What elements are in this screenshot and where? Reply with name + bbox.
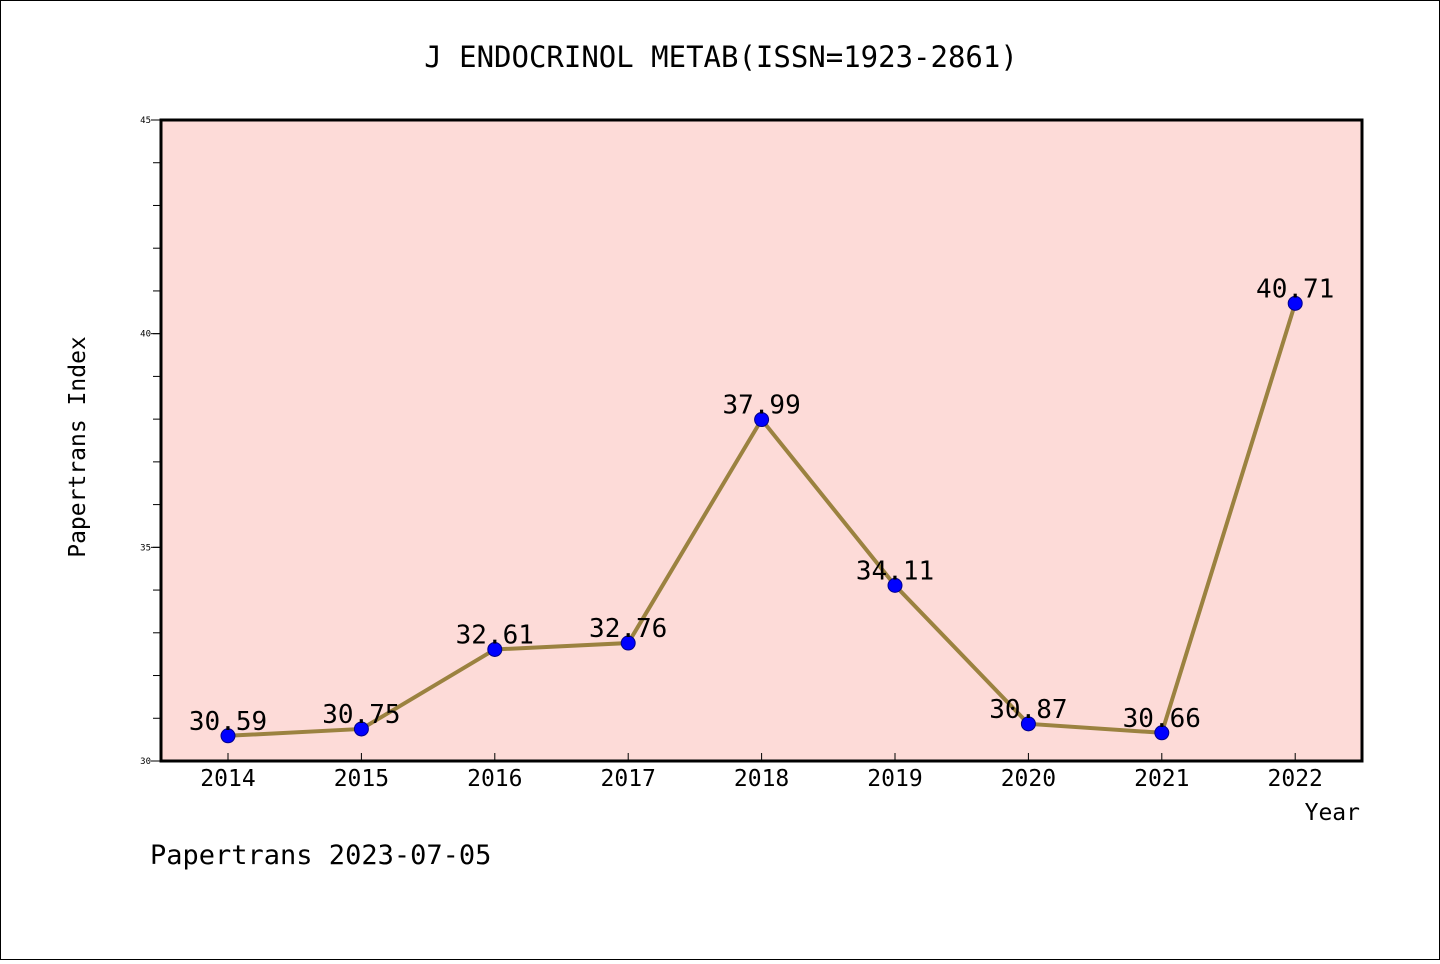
data-point-marker — [1287, 295, 1303, 311]
x-tick-label: 2017 — [601, 766, 656, 792]
y-tick-label: 40 — [140, 330, 151, 340]
y-axis-label: Papertrans Index — [65, 336, 91, 558]
y-tick-label: 35 — [140, 543, 151, 553]
y-tick-label: 45 — [140, 116, 151, 126]
data-value-label: 32.76 — [589, 614, 667, 644]
data-labels: 30.59 30.75 32.61 32.76 37.99 34.11 30.87 30.66… — [189, 274, 1334, 736]
x-tick-label: 2022 — [1268, 766, 1323, 792]
x-axis-label: Year — [1305, 800, 1360, 826]
data-markers — [220, 295, 1303, 744]
y-tick-label: 30 — [140, 757, 151, 767]
x-axis-ticks: 2014 2015 2016 2017 2018 2019 2020 2021 2022 — [200, 753, 1323, 792]
data-value-label: 30.66 — [1123, 704, 1201, 734]
data-value-label: 40.71 — [1256, 274, 1334, 304]
data-value-label: 34.11 — [856, 556, 934, 586]
x-tick-label: 2016 — [467, 766, 522, 792]
x-tick-label: 2019 — [867, 766, 922, 792]
plot-area — [161, 120, 1362, 761]
x-tick-label: 2020 — [1001, 766, 1056, 792]
data-point-marker — [220, 728, 236, 744]
data-value-label: 30.87 — [989, 695, 1067, 725]
data-point-marker — [887, 577, 903, 593]
data-point-marker — [1020, 716, 1036, 732]
data-point-marker — [487, 641, 503, 657]
data-point-marker — [754, 412, 770, 428]
data-point-marker — [620, 635, 636, 651]
x-tick-label: 2015 — [334, 766, 389, 792]
plot-border — [159, 118, 1364, 763]
x-tick-label: 2021 — [1134, 766, 1189, 792]
data-value-label: 32.61 — [456, 620, 534, 650]
x-tick-label: 2014 — [200, 766, 255, 792]
data-value-label: 30.59 — [189, 707, 267, 737]
data-value-label: 37.99 — [722, 391, 800, 421]
chart-title: J ENDOCRINOL METAB(ISSN=1923-2861) — [424, 40, 1018, 74]
footer-text: Papertrans 2023-07-05 — [150, 840, 491, 871]
data-point-marker — [1154, 725, 1170, 741]
data-value-label: 30.75 — [322, 700, 400, 730]
x-tick-label: 2018 — [734, 766, 789, 792]
data-point-marker — [353, 721, 369, 737]
y-axis-ticks: 30 35 40 45 — [140, 116, 161, 767]
